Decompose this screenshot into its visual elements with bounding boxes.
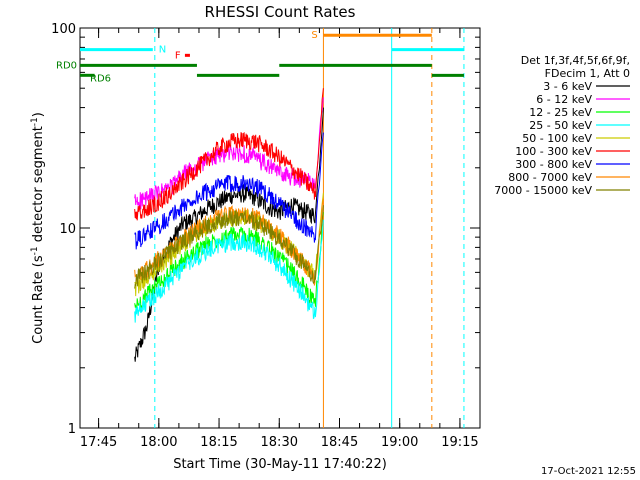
chart-title: RHESSI Count Rates (205, 3, 356, 21)
status-bar-label: RD6 (90, 73, 111, 84)
x-tick-label: 18:30 (261, 435, 298, 450)
status-bar-label: S (311, 30, 317, 41)
legend-entry-label: 6 - 12 keV (536, 93, 592, 106)
y-label-part-mid: detector segment (31, 126, 46, 246)
footer-timestamp: 17-Oct-2021 12:55 (541, 466, 636, 477)
legend-title-line: Det 1f,3f,4f,5f,6f,9f, (521, 54, 630, 67)
legend-entry-label: 12 - 25 keV (529, 106, 592, 119)
y-label-sup1: -1 (30, 246, 40, 255)
status-bars: N RD0 RD6 F S (56, 30, 464, 84)
legend-entry-label: 25 - 50 keV (529, 119, 592, 132)
legend: Det 1f,3f,4f,5f,6f,9f,FDecim 1, Att 03 -… (494, 54, 630, 197)
legend-entry-label: 800 - 7000 keV (508, 171, 592, 184)
y-ticks: 1 10 100 (51, 22, 480, 437)
y-label-part-end: ) (31, 112, 46, 117)
legend-title-line: FDecim 1, Att 0 (545, 67, 630, 80)
y-axis-label: Count Rate (s-1 detector segment-1) (30, 112, 46, 344)
y-tick-label: 1 (68, 422, 76, 437)
x-tick-label: 18:45 (321, 435, 358, 450)
series-line-3 (134, 219, 324, 323)
svg-text:Count Rate (s-1 detector segme: Count Rate (s-1 detector segment-1) (30, 112, 46, 344)
legend-entry-label: 3 - 6 keV (543, 80, 592, 93)
status-bar-label: RD0 (56, 60, 77, 71)
x-tick-label: 19:00 (381, 435, 418, 450)
series-line-8 (134, 205, 324, 289)
legend-entry-label: 50 - 100 keV (522, 132, 592, 145)
y-label-part-main: Count Rate (s (31, 255, 46, 344)
y-label-sup2: -1 (30, 117, 40, 126)
series-line-6 (134, 132, 324, 250)
legend-entry-label: 7000 - 15000 keV (494, 184, 592, 197)
legend-entry-label: 300 - 800 keV (515, 158, 592, 171)
x-tick-label: 19:15 (441, 435, 478, 450)
y-tick-label: 10 (59, 222, 76, 237)
x-tick-label: 18:15 (200, 435, 237, 450)
status-bar-label: N (159, 45, 166, 56)
series-line-5 (134, 88, 324, 221)
status-bar-label: F (175, 50, 181, 61)
x-tick-label: 17:45 (80, 435, 117, 450)
series-lines (134, 88, 324, 362)
y-tick-label: 100 (51, 22, 76, 37)
legend-entry-label: 100 - 300 keV (515, 145, 592, 158)
x-tick-label: 18:00 (140, 435, 177, 450)
x-ticks: 17:45 18:00 18:15 18:30 18:45 19:00 19:15 (80, 28, 481, 450)
x-axis-label: Start Time (30-May-11 17:40:22) (173, 457, 387, 472)
